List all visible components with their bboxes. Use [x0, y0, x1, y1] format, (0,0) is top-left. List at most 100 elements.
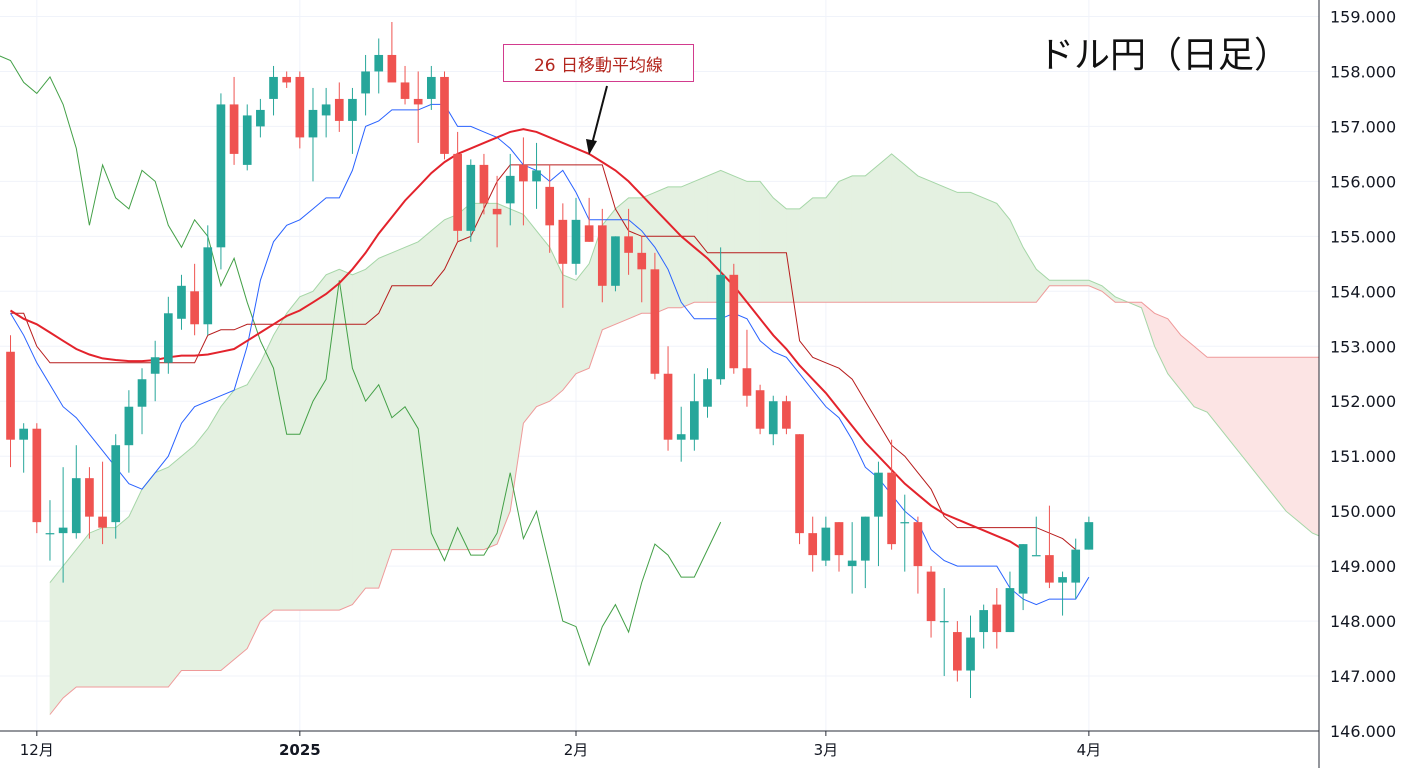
candle-body [440, 76, 449, 154]
cloud-segment [220, 389, 235, 672]
cloud-segment [431, 219, 445, 550]
cloud-segment [1272, 356, 1287, 513]
candle-body [229, 104, 239, 154]
cloud-segment [1233, 356, 1247, 463]
cloud-segment [1167, 317, 1182, 392]
candle-body [256, 109, 265, 127]
cloud-segment [1062, 280, 1077, 287]
senkou-span-b-line [49, 285, 1352, 715]
candle-body [637, 252, 647, 270]
candle-body [782, 401, 791, 429]
candle-body [242, 115, 252, 165]
cloud-segment [352, 268, 366, 606]
cloud-segment [246, 361, 261, 649]
cloud-segment [62, 548, 77, 699]
cloud-segment [1009, 219, 1024, 303]
candle-body [663, 373, 673, 440]
cloud-segment [233, 384, 248, 661]
cloud-segment [89, 527, 103, 688]
cloud-segment [75, 532, 90, 688]
cloud-segment [943, 186, 958, 303]
candle-body [532, 170, 541, 182]
cloud-segment [891, 153, 906, 303]
cloud-segment [838, 175, 853, 303]
candle-body [768, 401, 778, 435]
candle-body [98, 516, 107, 528]
candle-body [492, 208, 502, 215]
cloud-segment [575, 262, 590, 375]
cloud-segment [536, 229, 550, 408]
cloud-segment [930, 180, 945, 303]
candle-body [387, 54, 397, 83]
time-tick-label: 12月 [20, 741, 54, 759]
cloud-segment [312, 273, 327, 611]
time-tick-label: 4月 [1077, 741, 1102, 759]
cloud-segment [338, 268, 353, 611]
cloud-segment [746, 181, 761, 303]
candle-body [361, 71, 370, 94]
candle-body [795, 434, 804, 534]
cloud-segment [1154, 312, 1169, 374]
candle-body [690, 401, 699, 440]
cloud-segment [1206, 356, 1221, 430]
price-tick-label: 152.000 [1330, 392, 1396, 411]
cloud-segment [273, 312, 287, 611]
candle-body [216, 104, 226, 248]
chikou-span-line [0, 55, 722, 667]
candle-body [453, 153, 462, 231]
cloud-segment [286, 295, 301, 611]
cloud-segment [325, 268, 340, 611]
price-tick-label: 151.000 [1330, 447, 1396, 466]
candle-body [374, 54, 384, 72]
time-axis[interactable]: 12月 2025 2月 3月 4月 [20, 731, 1101, 759]
candle-body [742, 368, 752, 396]
candle-body [979, 610, 989, 633]
cloud-segment [957, 192, 971, 303]
cloud-segment [851, 175, 866, 303]
candle-body [19, 428, 29, 440]
candle-body [900, 522, 910, 524]
candle-body [1058, 577, 1067, 583]
candle-body [32, 428, 42, 523]
candle-body [466, 164, 476, 231]
candle-body [45, 533, 55, 535]
cloud-segment [1049, 280, 1063, 287]
cloud-segment [523, 213, 537, 425]
cloud-segment [154, 466, 169, 688]
cloud-segment [141, 471, 156, 688]
cloud-segment [1285, 356, 1300, 523]
cloud-segment [483, 203, 498, 551]
candle-body [939, 621, 949, 623]
cloud-segment [470, 203, 485, 550]
candle-body [308, 109, 318, 138]
candle-body [124, 406, 134, 446]
candle-body [887, 472, 896, 545]
candle-body [137, 379, 147, 407]
candle-body [611, 236, 620, 286]
candle-body [505, 175, 515, 204]
cloud-segment [904, 164, 919, 303]
cloud-segment [983, 197, 998, 303]
cloud-segment [996, 202, 1011, 303]
candle-body [150, 357, 160, 374]
candle-body [190, 291, 199, 325]
time-tick-label: 2月 [564, 741, 589, 759]
price-tick-label: 149.000 [1330, 557, 1396, 576]
candle-body [953, 632, 962, 671]
candle-body [847, 560, 857, 567]
cloud-segment [404, 241, 419, 550]
candle-body [729, 274, 739, 369]
cloud-segment [260, 335, 274, 622]
candle-body [1084, 522, 1094, 550]
candle-body [58, 527, 68, 534]
cloud-segment [194, 427, 209, 671]
candle-body [426, 76, 436, 99]
time-tick-label: 3月 [814, 741, 839, 759]
price-axis[interactable]: 146.000 147.000 148.000 149.000 150.000 151.0… [1330, 7, 1396, 741]
candle-body [913, 522, 923, 567]
cloud-segment [299, 290, 314, 611]
candle-body [1045, 555, 1054, 583]
candle-body [479, 164, 489, 204]
candle-body [926, 571, 936, 622]
